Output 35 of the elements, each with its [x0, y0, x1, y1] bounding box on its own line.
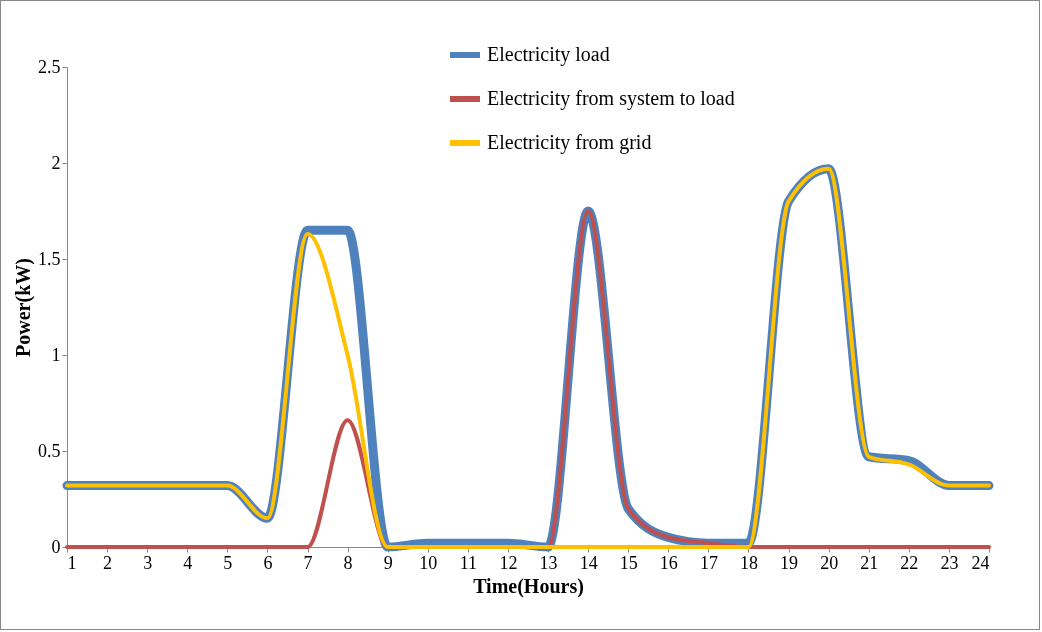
- legend-label: Electricity from grid: [487, 131, 652, 154]
- y-tick-label: 1: [51, 344, 61, 365]
- x-tick-label: 6: [263, 552, 273, 573]
- x-tick-label: 14: [579, 552, 598, 573]
- y-tick-label: 2.5: [38, 56, 61, 77]
- x-tick-label: 20: [820, 552, 839, 573]
- x-axis-title: Time(Hours): [473, 574, 584, 598]
- x-tick-label: 8: [343, 552, 353, 573]
- x-tick-label: 11: [459, 552, 478, 573]
- x-tick-label: 12: [499, 552, 518, 573]
- y-tick-label: 0.5: [38, 440, 61, 461]
- x-tick-label: 2: [103, 552, 113, 573]
- legend-label: Electricity load: [487, 43, 610, 66]
- y-tick-label: 2: [51, 152, 61, 173]
- x-tick-label: 1: [67, 552, 77, 573]
- x-tick-label: 10: [419, 552, 438, 573]
- x-tick-label: 18: [739, 552, 758, 573]
- x-tick-label: 3: [143, 552, 153, 573]
- y-tick-label: 1.5: [38, 248, 61, 269]
- x-tick-label: 23: [940, 552, 959, 573]
- x-tick-label: 24: [971, 552, 990, 573]
- x-tick-label: 13: [539, 552, 558, 573]
- legend-label: Electricity from system to load: [487, 87, 735, 110]
- x-tick-label: 21: [860, 552, 879, 573]
- x-tick-label: 15: [619, 552, 638, 573]
- x-tick-label: 17: [699, 552, 718, 573]
- x-tick-label: 16: [659, 552, 678, 573]
- x-tick-label: 19: [780, 552, 799, 573]
- y-axis-title: Power(kW): [12, 258, 35, 357]
- x-tick-label: 22: [900, 552, 919, 573]
- x-tick-label: 9: [383, 552, 393, 573]
- x-tick-label: 4: [183, 552, 193, 573]
- y-tick-label: 0: [51, 536, 61, 557]
- x-tick-label: 5: [223, 552, 233, 573]
- x-tick-label: 7: [303, 552, 313, 573]
